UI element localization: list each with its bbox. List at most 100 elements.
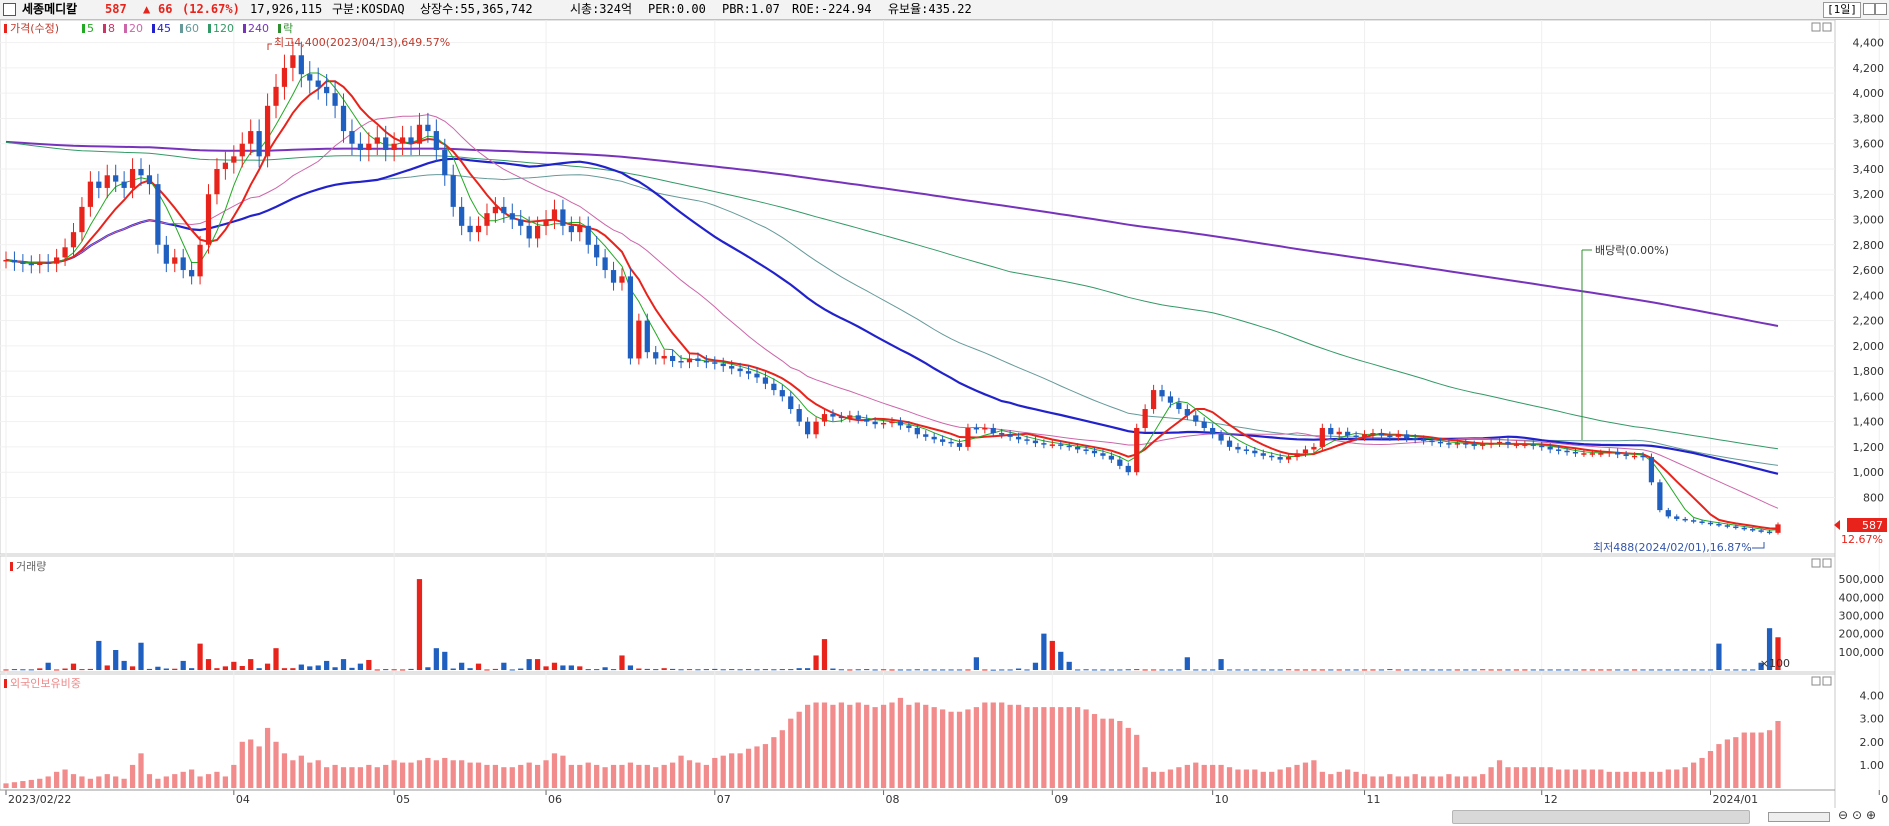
volume-bar (1269, 669, 1275, 671)
volume-bar (113, 650, 119, 670)
volume-bar (1336, 669, 1342, 671)
zoom-slider[interactable] (1768, 812, 1830, 822)
zoom-out-icon[interactable]: ⊖ (1838, 808, 1849, 822)
foreign-ratio-bar (1623, 771, 1629, 788)
zoom-reset-icon[interactable]: ⊙ (1852, 808, 1863, 822)
legend-ma-label: 120 (213, 22, 234, 35)
candle-body (1285, 457, 1292, 460)
price-tick-label: 2,600 (1853, 264, 1885, 277)
restore-icon[interactable] (1863, 3, 1875, 15)
volume-bar (1134, 669, 1140, 671)
candle-body (281, 67, 288, 87)
foreign-ratio-bar (1125, 727, 1131, 788)
price-tick-label: 4,200 (1853, 62, 1885, 75)
volume-bar (999, 669, 1005, 671)
volume-bar (1488, 669, 1494, 671)
maximize-icon[interactable] (1875, 3, 1887, 15)
volume-min-icon[interactable] (1811, 558, 1821, 568)
volume-bar (1463, 669, 1469, 671)
panel-close-icon[interactable] (1822, 22, 1832, 32)
candle-body (779, 390, 785, 397)
foreign-ratio-bar (1032, 707, 1039, 788)
volume-bar (1117, 669, 1123, 671)
candle-body (1581, 453, 1587, 455)
foreign-ratio-bar (1640, 771, 1646, 788)
foreign-ratio-bar (1328, 774, 1334, 788)
volume-bar (982, 669, 988, 671)
volume-bar (897, 669, 904, 671)
candle-body (1648, 457, 1655, 483)
foreign-ratio-bar (602, 767, 608, 788)
candle-body (87, 181, 93, 207)
foreign-ratio-bar (610, 764, 617, 788)
foreign-ratio-bar (1682, 767, 1688, 788)
candle-body (1201, 421, 1207, 428)
volume-bar (1311, 669, 1317, 671)
candle-body (450, 175, 456, 207)
volume-bar (1471, 669, 1477, 671)
period-selector[interactable]: [1일] (1823, 2, 1861, 18)
volume-bar (1108, 669, 1115, 671)
time-tick-label: 07 (717, 793, 731, 806)
foreign-close-icon[interactable] (1822, 676, 1832, 686)
candle-body (1522, 444, 1528, 446)
candle-body (425, 124, 431, 132)
candle-body (172, 257, 178, 264)
foreign-ratio-bar (1463, 776, 1469, 788)
volume-bar (374, 669, 380, 671)
foreign-ratio-bar (239, 741, 245, 788)
roe-value: ROE:-224.94 (792, 2, 872, 16)
candle-body (956, 443, 963, 447)
candle-body (1547, 446, 1553, 450)
volume-bar (1741, 669, 1747, 671)
foreign-ratio-bar (577, 764, 583, 788)
candle-body (324, 86, 330, 94)
foreign-ratio-bar (70, 774, 77, 788)
volume-close-icon[interactable] (1822, 558, 1832, 568)
legend-foreign-icon (4, 679, 7, 688)
volume-bar (805, 668, 811, 670)
price-tick-label: 3,400 (1853, 163, 1885, 176)
zoom-in-icon[interactable]: ⊕ (1866, 808, 1877, 822)
time-tick-label: 12 (1544, 793, 1558, 806)
checkbox-icon[interactable] (3, 3, 16, 16)
volume-bar (518, 668, 524, 670)
volume-bar (1345, 669, 1351, 671)
foreign-ratio-bar (619, 764, 625, 788)
candle-body (1032, 440, 1039, 444)
volume-bar (104, 665, 110, 670)
volume-bar (577, 666, 583, 670)
candle-body (1564, 450, 1570, 453)
volume-bar (37, 668, 43, 670)
candle-body (104, 175, 110, 188)
foreign-ratio-bar (965, 709, 971, 788)
volume-bar (610, 669, 617, 671)
foreign-min-icon[interactable] (1811, 676, 1821, 686)
foreign-ratio-bar (1707, 751, 1714, 788)
volume-value: 17,926,115 (250, 2, 323, 16)
volume-bar (70, 663, 77, 670)
foreign-ratio-bar (1361, 774, 1368, 788)
candle-body (1454, 443, 1460, 445)
volume-bar (1716, 643, 1722, 670)
candle-body (847, 415, 853, 418)
price-tick-label: 3,200 (1853, 188, 1885, 201)
foreign-ratio-bar (1446, 774, 1452, 788)
foreign-ratio-bar (1108, 718, 1115, 788)
volume-bar (214, 668, 220, 670)
volume-bar (543, 666, 549, 670)
candle-body (788, 396, 794, 410)
horizontal-scrollbar[interactable] (1452, 810, 1750, 824)
dividend-annotation: 배당락(0.00%) (1595, 244, 1669, 257)
up-arrow-icon: ▲ (143, 2, 151, 16)
price-change-pct: (12.67%) (182, 2, 240, 16)
foreign-ratio-bar (1589, 769, 1595, 788)
foreign-ratio-bar (796, 711, 802, 788)
volume-bar (990, 669, 996, 671)
candle-body (315, 80, 321, 87)
panel-min-icon[interactable] (1811, 22, 1821, 32)
foreign-ratio-bar (771, 737, 777, 788)
volume-bar (1674, 669, 1680, 671)
foreign-ratio-bar (1041, 707, 1047, 788)
